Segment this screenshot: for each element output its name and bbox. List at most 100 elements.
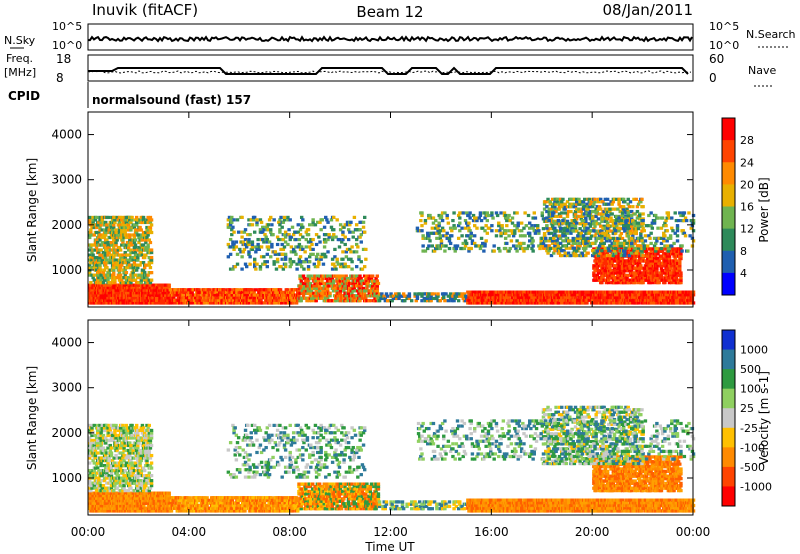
radar-cell (121, 268, 125, 272)
radar-cell (102, 223, 107, 227)
radar-cell (183, 290, 187, 295)
radar-cell (656, 252, 660, 256)
radar-cell (642, 249, 646, 253)
radar-cell (565, 290, 570, 294)
radar-cell (650, 254, 655, 258)
radar-cell (130, 218, 134, 222)
radar-cell (154, 301, 159, 305)
radar-cell (521, 295, 525, 300)
radar-cell (360, 296, 365, 300)
radar-cell (607, 253, 611, 258)
radar-cell (126, 265, 131, 270)
radar-cell (118, 223, 123, 227)
radar-cell (655, 276, 659, 280)
radar-cell (654, 259, 658, 263)
radar-cell (148, 215, 153, 220)
radar-cell (432, 292, 437, 296)
radar-cell (265, 290, 269, 295)
radar-cell (129, 263, 133, 267)
radar-cell (586, 295, 590, 300)
radar-cell (105, 248, 109, 252)
radar-cell (592, 271, 596, 275)
radar-cell (326, 281, 330, 286)
radar-cell (497, 301, 501, 305)
radar-cell (255, 301, 260, 305)
radar-cell (162, 286, 167, 290)
radar-cell (102, 228, 107, 232)
radar-cell (110, 235, 115, 240)
radar-cell (384, 292, 389, 296)
radar-cell (350, 267, 354, 271)
radar-cell (369, 291, 374, 295)
radar-cell (291, 260, 296, 264)
radar-cell (508, 293, 512, 297)
radar-cell (493, 301, 498, 305)
radar-cell (570, 301, 574, 305)
radar-cell (688, 301, 692, 305)
radar-cell (326, 220, 330, 224)
radar-cell (602, 256, 606, 261)
radar-cell (652, 269, 657, 273)
radar-cell (98, 265, 102, 270)
radar-cell (102, 301, 107, 305)
radar-cell (354, 265, 359, 269)
radar-cell (300, 289, 305, 293)
radar-cell (247, 301, 252, 305)
radar-cell (426, 299, 430, 303)
radar-cell (97, 250, 101, 255)
radar-cell (369, 276, 374, 281)
radar-cell (549, 290, 554, 294)
radar-cell (115, 215, 119, 220)
radar-cell (215, 301, 220, 305)
radar-cell (658, 295, 663, 300)
radar-cell (420, 229, 424, 233)
radar-cell (154, 283, 159, 287)
radar-cell (615, 281, 619, 285)
radar-cell (426, 296, 430, 301)
radar-cell (588, 293, 593, 297)
radar-cell (129, 291, 133, 295)
radar-cell (445, 231, 449, 235)
radar-cell (306, 286, 310, 290)
radar-cell (421, 244, 425, 248)
radar-cell (660, 278, 665, 282)
radar-cell (124, 265, 129, 270)
radar-cell (453, 296, 457, 301)
radar-cell (245, 296, 249, 300)
radar-cell (104, 263, 108, 267)
radar-cell (294, 301, 299, 305)
radar-cell (184, 298, 189, 302)
radar-cell (98, 255, 102, 260)
radar-cell (121, 223, 125, 227)
radar-cell (635, 259, 640, 263)
radar-cell (116, 248, 121, 252)
radar-cell (193, 296, 198, 300)
radar-cell (634, 197, 638, 201)
radar-cell (321, 262, 326, 266)
radar-cell (620, 295, 625, 300)
radar-cell (88, 271, 92, 275)
radar-cell (636, 271, 641, 275)
radar-cell (275, 301, 279, 305)
radar-cell (646, 271, 650, 275)
radar-cell (136, 265, 140, 270)
radar-cell (113, 250, 117, 255)
radar-cell (141, 215, 146, 220)
radar-cell (144, 240, 148, 245)
radar-cell (137, 281, 141, 285)
radar-cell (273, 301, 277, 305)
radar-cell (639, 264, 643, 268)
radar-cell (112, 265, 116, 270)
radar-cell (462, 292, 467, 296)
radar-cell (354, 250, 359, 254)
radar-cell (110, 248, 115, 252)
radar-cell (542, 298, 547, 302)
radar-cell (107, 250, 111, 255)
radar-cell (134, 220, 139, 225)
radar-cell (574, 253, 579, 258)
radar-cell (562, 293, 566, 297)
radar-cell (129, 220, 133, 225)
radar-cell (299, 286, 303, 290)
radar-cell (476, 301, 480, 305)
radar-cell (573, 295, 578, 300)
